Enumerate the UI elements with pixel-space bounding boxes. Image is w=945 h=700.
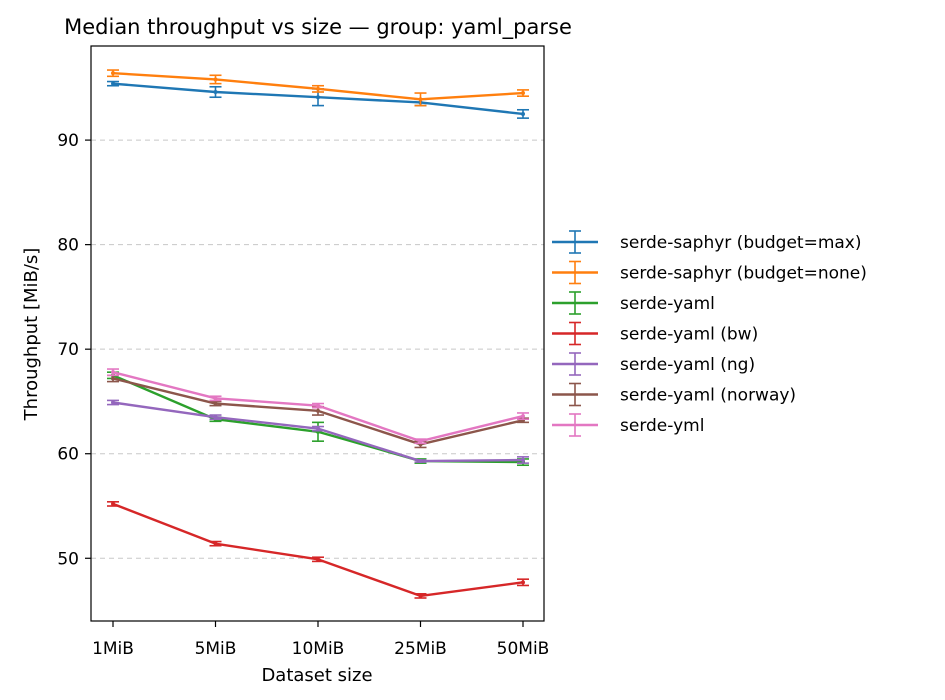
legend-label: serde-yaml (norway) [620, 386, 796, 406]
legend-label: serde-yaml [620, 294, 715, 314]
y-tick-label: 90 [57, 131, 79, 151]
legend-entry: serde-yml [552, 413, 704, 437]
series-group [107, 399, 529, 464]
legend-entry: serde-yaml (bw) [552, 321, 758, 346]
legend: serde-saphyr (budget=max) serde-saphyr (b… [552, 230, 867, 437]
series-group [107, 368, 529, 445]
chart-title: Median throughput vs size — group: yaml_… [64, 15, 572, 40]
legend-entry: serde-saphyr (budget=none) [552, 260, 867, 285]
y-tick-label: 60 [57, 445, 79, 465]
y-tick-label: 70 [57, 340, 79, 360]
data-point [111, 370, 115, 375]
legend-label: serde-saphyr (budget=max) [620, 233, 862, 253]
data-point [418, 97, 423, 102]
legend-label: serde-saphyr (budget=none) [620, 264, 867, 284]
data-point [213, 401, 218, 406]
data-point [521, 111, 525, 116]
x-tick-label: 50MiB [497, 639, 550, 659]
data-point [111, 501, 115, 506]
y-tick-label: 50 [57, 549, 79, 569]
data-point [111, 81, 115, 86]
data-point [213, 541, 218, 546]
data-point [316, 86, 320, 91]
data-point [213, 90, 218, 94]
series-group [107, 501, 529, 599]
data-point [521, 580, 525, 585]
legend-entry: serde-yaml [552, 291, 715, 315]
data-point [316, 403, 320, 408]
legend-entry: serde-saphyr (budget=max) [552, 230, 862, 254]
x-tick-label: 10MiB [292, 639, 345, 659]
data-point [316, 408, 320, 413]
axes: 50 60 70 80 90 1MiB 5MiB 10MiB 25MiB 50MiB [57, 131, 549, 659]
legend-entry: serde-yaml (norway) [552, 382, 796, 407]
series-group [107, 69, 529, 107]
data-point [316, 426, 320, 431]
data-point [111, 400, 115, 405]
legend-label: serde-yml [620, 416, 704, 436]
data-point [111, 71, 115, 76]
x-tick-label: 1MiB [92, 639, 134, 659]
x-axis-label: Dataset size [261, 665, 372, 686]
data-point [213, 77, 218, 82]
data-point [316, 95, 320, 100]
legend-label: serde-yaml (ng) [620, 355, 755, 375]
data-point [521, 414, 525, 419]
x-tick-label: 25MiB [394, 639, 447, 659]
legend-entry: serde-yaml (ng) [552, 352, 755, 376]
data-point [521, 458, 525, 462]
y-tick-label: 80 [57, 236, 79, 256]
grid-lines [91, 139, 544, 559]
plot-series [107, 69, 529, 599]
x-tick-label: 5MiB [195, 639, 237, 659]
legend-label: serde-yaml (bw) [620, 325, 758, 345]
y-axis-label: Throughput [MiB/s] [21, 248, 42, 422]
plot-area-frame [90, 45, 545, 622]
data-point [213, 415, 218, 420]
data-point [111, 376, 115, 381]
series-line [112, 502, 524, 598]
data-point [213, 396, 218, 401]
data-point [521, 91, 525, 96]
data-point [418, 593, 423, 598]
data-point [418, 439, 423, 444]
data-point [418, 459, 423, 464]
data-point [316, 557, 320, 562]
